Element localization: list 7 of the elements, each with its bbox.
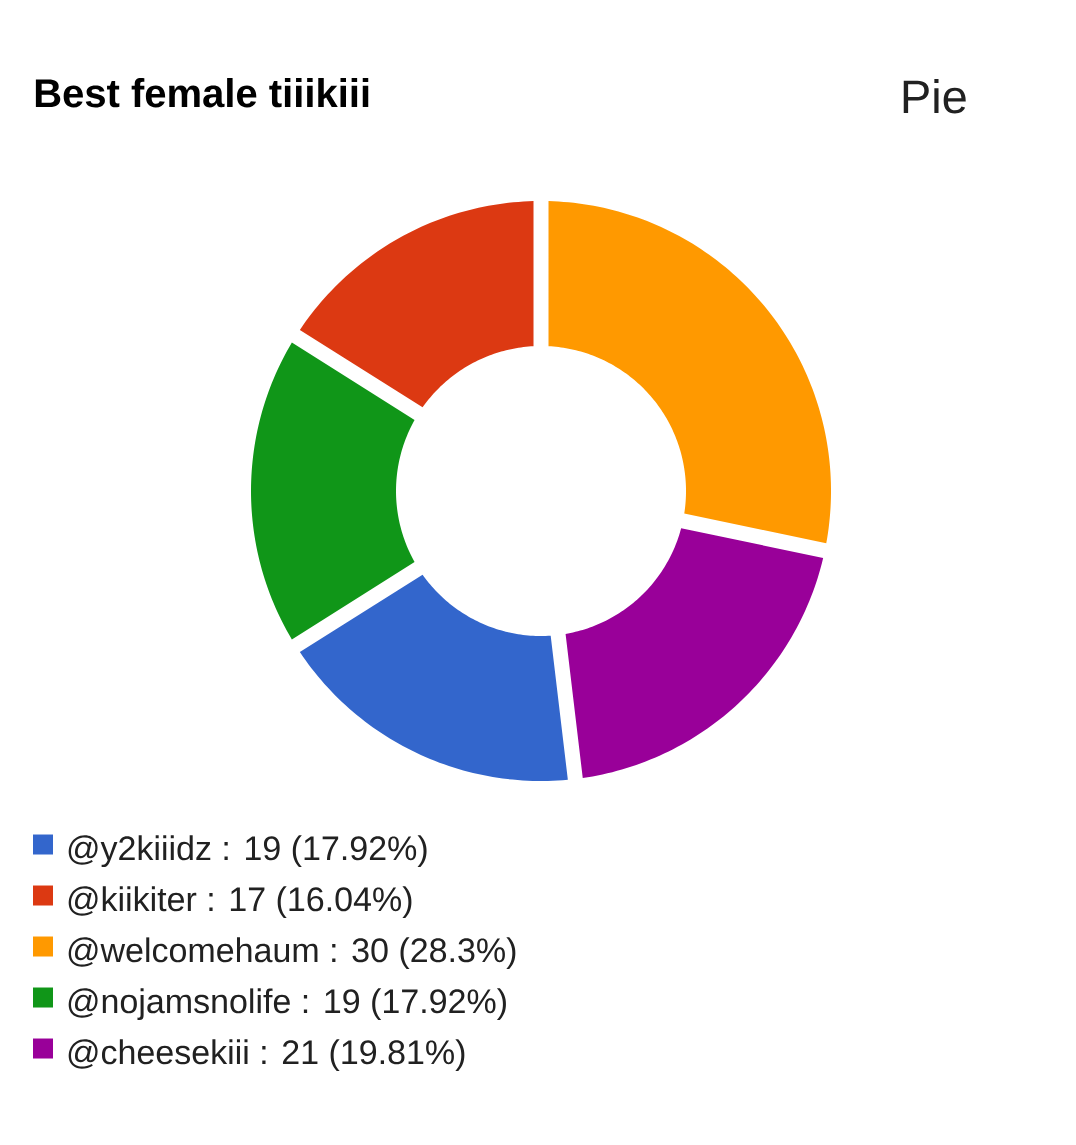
legend-label: @y2kiiidz : 19 (17.92%) [68, 835, 427, 868]
text: Pie [903, 78, 966, 114]
legend-label: @kiikiter : 17 (16.04%) [68, 886, 412, 919]
legend-label: @cheesekiii : 21 (19.81%) [68, 1039, 465, 1072]
chart-title: Best female tiiikiii [35, 78, 369, 108]
legend-label: @nojamsnolife : 19 (17.92%) [68, 988, 506, 1021]
legend-label: @welcomehaum : 30 (28.3%) [68, 937, 516, 970]
